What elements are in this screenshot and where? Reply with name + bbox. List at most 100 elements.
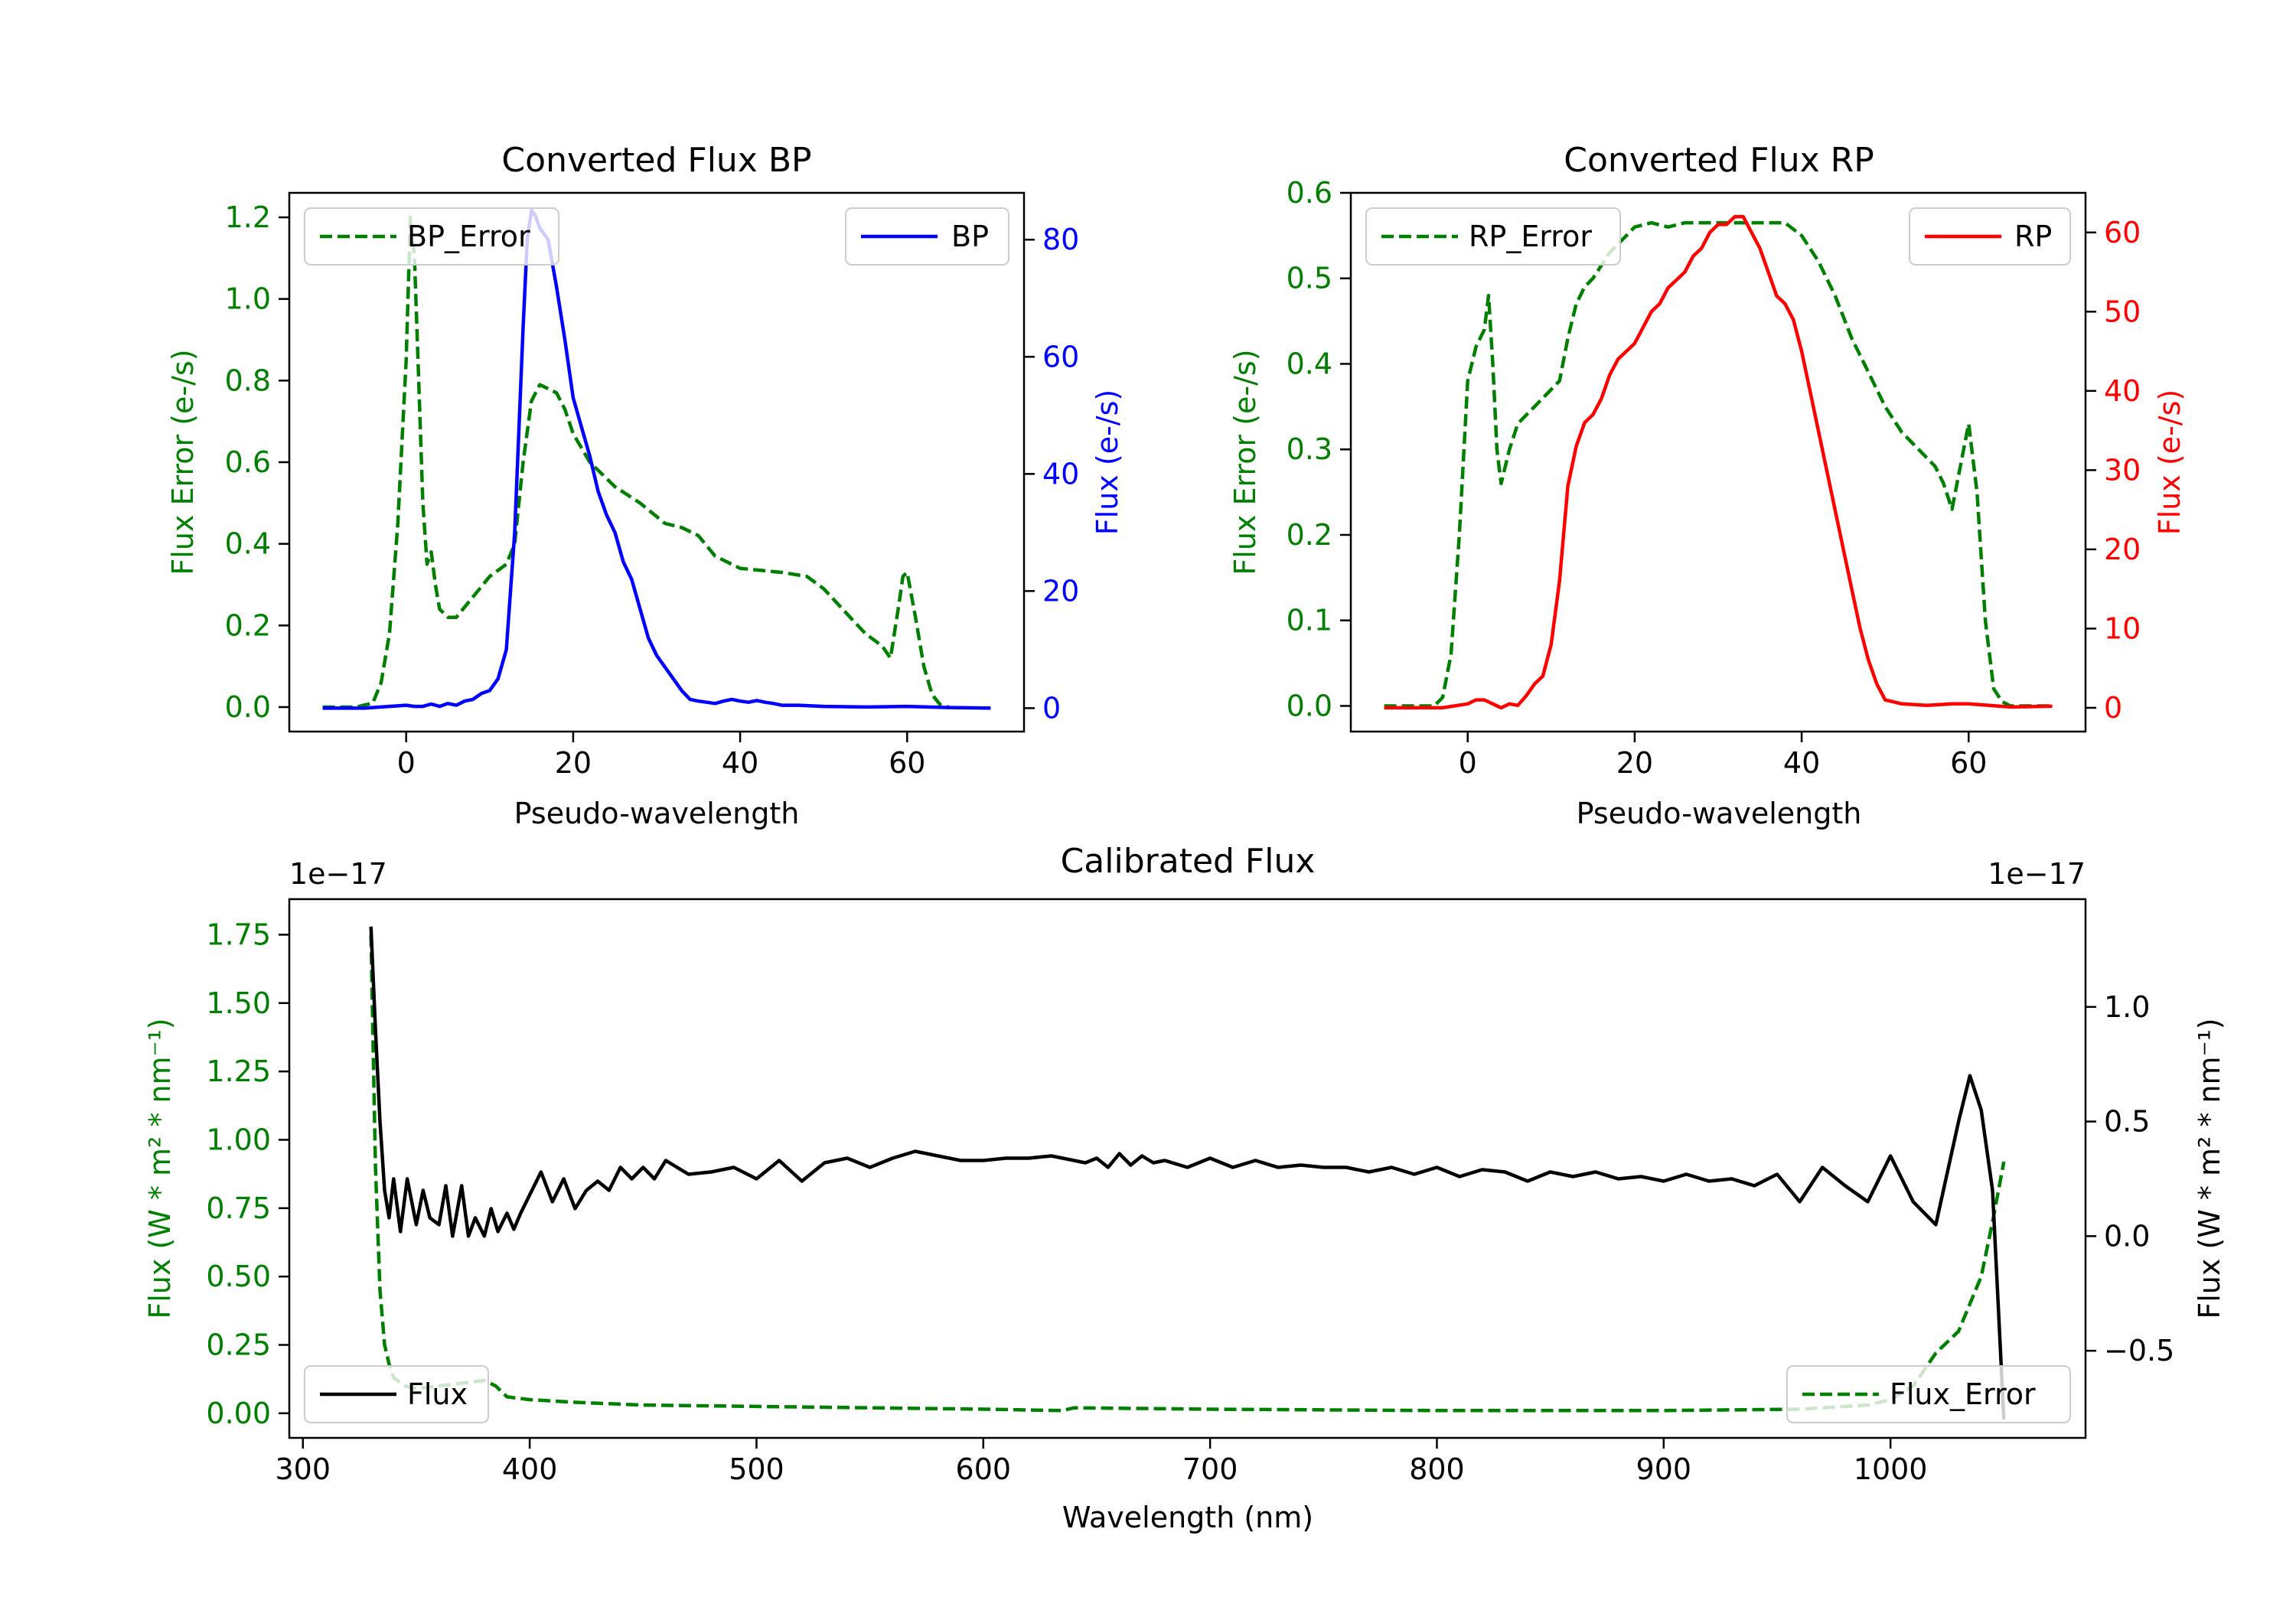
rp-y-left-tick-label: 0.2 [1287, 518, 1332, 552]
bp-x-tick-label: 40 [722, 746, 758, 780]
cal-y-left-tick-label: 1.25 [206, 1054, 271, 1088]
rp-legend-left-label: RP_Error [1469, 220, 1592, 253]
cal-ylabel-left: Flux (W * m² * nm⁻¹) [143, 1018, 177, 1319]
rp-x-tick-label: 40 [1783, 746, 1820, 780]
bp-y-left-tick-label: 1.2 [225, 200, 271, 234]
rp-axes-frame [1349, 191, 2087, 733]
bp-y-left-tick-label: 0.4 [225, 527, 271, 561]
cal-y-right-tick-label: 0.5 [2104, 1105, 2150, 1139]
rp-y-right-tick-label: 50 [2104, 295, 2141, 328]
rp-series-rp-error [1384, 220, 2053, 708]
rp-y-left-tick-label: 0.4 [1287, 347, 1332, 380]
cal-y-left-tick-label: 0.25 [206, 1328, 271, 1361]
rp-y-left-tick-label: 0.1 [1287, 604, 1332, 637]
bp-y-left-tick-label: 0.6 [225, 445, 271, 479]
cal-legend-right[interactable]: Flux_Error [1786, 1365, 2071, 1423]
cal-x-tick-label: 600 [956, 1452, 1012, 1486]
cal-offset-left: 1e−17 [289, 857, 387, 891]
rp-y-left-tick-label: 0.0 [1287, 689, 1332, 722]
bp-y-right-tick-label: 60 [1042, 340, 1079, 373]
cal-offset-right: 1e−17 [1988, 857, 2086, 891]
bp-y-right-tick-label: 0 [1042, 691, 1061, 725]
rp-y-ticks-right: 0 10 20 30 40 50 60 [2086, 216, 2141, 725]
bp-ylabel-right: Flux (e-/s) [1091, 390, 1124, 535]
bp-x-tick-label: 0 [397, 746, 416, 780]
subplot-calibrated: Calibrated Flux 1e−17 1e−17 300 400 500 600… [143, 842, 2226, 1534]
cal-axes-frame [288, 898, 2087, 1439]
rp-y-right-tick-label: 40 [2104, 374, 2141, 408]
bp-legend-left-label: BP_Error [407, 220, 530, 253]
rp-y-right-tick-label: 30 [2104, 453, 2141, 487]
cal-legend-left[interactable]: Flux [304, 1365, 489, 1423]
cal-y-left-tick-label: 1.75 [206, 918, 271, 951]
bp-y-right-tick-label: 20 [1042, 574, 1079, 608]
cal-title: Calibrated Flux [1061, 842, 1316, 881]
cal-series-flux [369, 926, 2006, 1420]
cal-y-left-tick-label: 1.50 [206, 986, 271, 1020]
bp-x-ticks: 0 20 40 60 [397, 732, 925, 780]
cal-x-tick-label: 800 [1409, 1452, 1465, 1486]
bp-legend-left-box [304, 207, 559, 266]
bp-xlabel: Pseudo-wavelength [514, 797, 800, 830]
cal-x-tick-label: 900 [1636, 1452, 1692, 1486]
rp-x-tick-label: 60 [1950, 746, 1987, 780]
bp-y-left-tick-label: 0.0 [225, 690, 271, 724]
cal-y-right-tick-label: −0.5 [2104, 1334, 2174, 1367]
rp-y-left-tick-label: 0.3 [1287, 432, 1332, 466]
cal-legend-left-label: Flux [407, 1377, 468, 1411]
bp-y-right-tick-label: 80 [1042, 223, 1079, 256]
bp-ylabel-left: Flux Error (e-/s) [166, 349, 200, 575]
cal-y-left-tick-label: 0.75 [206, 1191, 271, 1225]
rp-ylabel-right: Flux (e-/s) [2153, 390, 2187, 535]
bp-x-tick-label: 20 [555, 746, 592, 780]
rp-plot-area [1384, 214, 2053, 710]
cal-y-left-tick-label: 0.00 [206, 1397, 271, 1430]
subplot-rp: Converted Flux RP 0 20 40 60 0.00.10.20.30.… [1228, 141, 2187, 830]
cal-y-left-tick-label: 0.50 [206, 1260, 271, 1293]
rp-y-left-tick-label: 0.6 [1287, 176, 1332, 210]
cal-ylabel-right: Flux (W * m² * nm⁻¹) [2193, 1018, 2226, 1319]
cal-y-right-tick-label: 0.0 [2104, 1219, 2150, 1253]
bp-legend-right-label: BP [951, 220, 989, 253]
cal-x-ticks: 300 400 500 600 700 800 900 1000 [276, 1438, 1928, 1486]
cal-x-tick-label: 300 [276, 1452, 331, 1486]
cal-y-left-tick-label: 1.00 [206, 1123, 271, 1156]
rp-xlabel: Pseudo-wavelength [1577, 797, 1862, 830]
bp-series-bp-error [322, 215, 950, 709]
cal-x-tick-label: 500 [729, 1452, 784, 1486]
rp-ylabel-left: Flux Error (e-/s) [1228, 349, 1262, 575]
rp-y-right-tick-label: 0 [2104, 691, 2122, 725]
rp-y-ticks-left: 0.0 0.1 0.2 0.3 0.4 0.5 0.6 [1287, 176, 1351, 722]
cal-x-tick-label: 1000 [1854, 1452, 1928, 1486]
bp-x-tick-label: 60 [889, 746, 925, 780]
bp-y-left-tick-label: 1.0 [225, 282, 271, 316]
cal-y-ticks-left: 0.00 0.25 0.50 0.75 1.00 1.25 1.50 1.75 [206, 918, 289, 1430]
bp-legend-right[interactable]: BP [845, 207, 1009, 266]
cal-y-right-tick-label: 1.0 [2104, 990, 2150, 1024]
rp-series-rp [1384, 214, 2053, 710]
rp-y-right-tick-label: 20 [2104, 533, 2141, 566]
bp-title: Converted Flux BP [501, 141, 811, 180]
bp-legend-left[interactable]: BP_Error [304, 207, 559, 266]
cal-x-tick-label: 400 [502, 1452, 558, 1486]
bp-y-left-tick-label: 0.2 [225, 608, 271, 642]
bp-y-left-tick-label: 0.8 [225, 363, 271, 397]
rp-y-right-tick-label: 10 [2104, 611, 2141, 645]
cal-legend-right-box [1786, 1365, 2071, 1423]
rp-title: Converted Flux RP [1564, 141, 1874, 180]
rp-legend-left-box [1365, 207, 1621, 266]
cal-legend-right-label: Flux_Error [1890, 1377, 2036, 1411]
bp-plot-area [322, 208, 991, 710]
bp-y-ticks-right: 0 20 40 60 80 [1024, 223, 1079, 725]
rp-x-tick-label: 20 [1616, 746, 1653, 780]
rp-x-ticks: 0 20 40 60 [1459, 732, 1987, 780]
bp-series-bp [322, 208, 991, 710]
rp-x-tick-label: 0 [1459, 746, 1477, 780]
rp-legend-right-label: RP [2014, 220, 2052, 253]
cal-x-tick-label: 700 [1182, 1452, 1238, 1486]
rp-legend-left[interactable]: RP_Error [1365, 207, 1621, 266]
rp-legend-right[interactable]: RP [1909, 207, 2071, 266]
rp-y-left-tick-label: 0.5 [1287, 262, 1332, 295]
